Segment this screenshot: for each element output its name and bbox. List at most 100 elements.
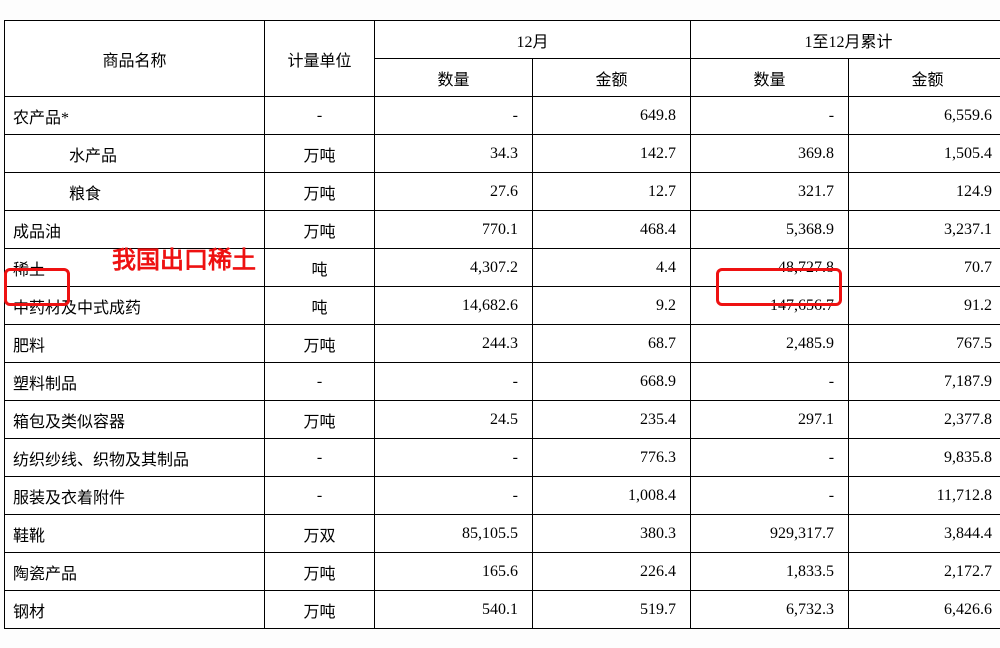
cell-dec-qty: 165.6 <box>375 553 533 591</box>
cell-ytd-amt: 3,844.4 <box>849 515 1000 553</box>
cell-dec-qty: 14,682.6 <box>375 287 533 325</box>
cell-ytd-amt: 91.2 <box>849 287 1000 325</box>
cell-ytd-amt: 7,187.9 <box>849 363 1000 401</box>
cell-dec-qty: 34.3 <box>375 135 533 173</box>
cell-unit: 万吨 <box>265 553 375 591</box>
cell-dec-qty: - <box>375 363 533 401</box>
cell-unit: 吨 <box>265 287 375 325</box>
cell-unit: 万吨 <box>265 173 375 211</box>
cell-ytd-qty: 147,656.7 <box>691 287 849 325</box>
th-ytd: 1至12月累计 <box>691 21 1000 59</box>
cell-dec-amt: 776.3 <box>533 439 691 477</box>
cell-name: 粮食 <box>5 173 265 211</box>
cell-ytd-qty: 1,833.5 <box>691 553 849 591</box>
cell-dec-amt: 668.9 <box>533 363 691 401</box>
th-unit: 计量单位 <box>265 21 375 97</box>
cell-dec-amt: 4.4 <box>533 249 691 287</box>
cell-unit: - <box>265 97 375 135</box>
cell-dec-qty: 85,105.5 <box>375 515 533 553</box>
cell-dec-amt: 468.4 <box>533 211 691 249</box>
cell-ytd-amt: 9,835.8 <box>849 439 1000 477</box>
cell-name: 水产品 <box>5 135 265 173</box>
cell-name: 服装及衣着附件 <box>5 477 265 515</box>
table-row: 粮食万吨27.612.7321.7124.9 <box>5 173 1000 211</box>
th-name: 商品名称 <box>5 21 265 97</box>
cell-name: 中药材及中式成药 <box>5 287 265 325</box>
cell-dec-amt: 226.4 <box>533 553 691 591</box>
cell-ytd-qty: - <box>691 477 849 515</box>
cell-ytd-qty: - <box>691 439 849 477</box>
th-ytd-qty: 数量 <box>691 59 849 97</box>
table-row: 塑料制品--668.9-7,187.9 <box>5 363 1000 401</box>
table-row: 钢材万吨540.1519.76,732.36,426.6 <box>5 591 1000 629</box>
cell-unit: 万吨 <box>265 135 375 173</box>
table-row: 服装及衣着附件--1,008.4-11,712.8 <box>5 477 1000 515</box>
cell-ytd-qty: - <box>691 97 849 135</box>
cell-name: 陶瓷产品 <box>5 553 265 591</box>
cell-dec-qty: 770.1 <box>375 211 533 249</box>
cell-dec-qty: 244.3 <box>375 325 533 363</box>
cell-dec-qty: 540.1 <box>375 591 533 629</box>
cell-ytd-qty: 297.1 <box>691 401 849 439</box>
cell-name: 箱包及类似容器 <box>5 401 265 439</box>
cell-name: 塑料制品 <box>5 363 265 401</box>
cell-unit: 万双 <box>265 515 375 553</box>
table-wrap: 商品名称 计量单位 12月 1至12月累计 数量 金额 数量 金额 农产品*--… <box>4 20 996 629</box>
table-row: 纺织纱线、织物及其制品--776.3-9,835.8 <box>5 439 1000 477</box>
table-body: 农产品*--649.8-6,559.6水产品万吨34.3142.7369.81,… <box>5 97 1000 629</box>
table-row: 箱包及类似容器万吨24.5235.4297.12,377.8 <box>5 401 1000 439</box>
cell-unit: 万吨 <box>265 401 375 439</box>
cell-ytd-amt: 124.9 <box>849 173 1000 211</box>
th-ytd-amt: 金额 <box>849 59 1000 97</box>
cell-ytd-amt: 11,712.8 <box>849 477 1000 515</box>
cell-dec-qty: 24.5 <box>375 401 533 439</box>
cell-unit: 吨 <box>265 249 375 287</box>
cell-ytd-amt: 767.5 <box>849 325 1000 363</box>
cell-name: 纺织纱线、织物及其制品 <box>5 439 265 477</box>
cell-dec-amt: 12.7 <box>533 173 691 211</box>
table-head: 商品名称 计量单位 12月 1至12月累计 数量 金额 数量 金额 <box>5 21 1000 97</box>
cell-name: 稀土 <box>5 249 265 287</box>
cell-ytd-qty: - <box>691 363 849 401</box>
cell-ytd-qty: 2,485.9 <box>691 325 849 363</box>
cell-dec-amt: 649.8 <box>533 97 691 135</box>
cell-ytd-amt: 1,505.4 <box>849 135 1000 173</box>
cell-dec-amt: 1,008.4 <box>533 477 691 515</box>
export-table: 商品名称 计量单位 12月 1至12月累计 数量 金额 数量 金额 农产品*--… <box>4 20 1000 629</box>
cell-ytd-qty: 321.7 <box>691 173 849 211</box>
cell-ytd-qty: 369.8 <box>691 135 849 173</box>
cell-unit: - <box>265 477 375 515</box>
cell-name: 肥料 <box>5 325 265 363</box>
cell-unit: 万吨 <box>265 325 375 363</box>
th-dec: 12月 <box>375 21 691 59</box>
cell-name: 鞋靴 <box>5 515 265 553</box>
table-row: 鞋靴万双85,105.5380.3929,317.73,844.4 <box>5 515 1000 553</box>
cell-ytd-amt: 2,172.7 <box>849 553 1000 591</box>
cell-dec-qty: 27.6 <box>375 173 533 211</box>
table-row: 水产品万吨34.3142.7369.81,505.4 <box>5 135 1000 173</box>
cell-dec-amt: 380.3 <box>533 515 691 553</box>
cell-ytd-amt: 3,237.1 <box>849 211 1000 249</box>
cell-ytd-amt: 2,377.8 <box>849 401 1000 439</box>
th-dec-qty: 数量 <box>375 59 533 97</box>
cell-unit: - <box>265 439 375 477</box>
cell-ytd-qty: 6,732.3 <box>691 591 849 629</box>
cell-dec-amt: 9.2 <box>533 287 691 325</box>
cell-ytd-qty: 929,317.7 <box>691 515 849 553</box>
table-row: 肥料万吨244.368.72,485.9767.5 <box>5 325 1000 363</box>
cell-dec-amt: 142.7 <box>533 135 691 173</box>
cell-dec-amt: 519.7 <box>533 591 691 629</box>
cell-dec-amt: 68.7 <box>533 325 691 363</box>
cell-name: 钢材 <box>5 591 265 629</box>
cell-dec-qty: - <box>375 477 533 515</box>
cell-dec-qty: 4,307.2 <box>375 249 533 287</box>
cell-ytd-amt: 6,559.6 <box>849 97 1000 135</box>
table-row: 陶瓷产品万吨165.6226.41,833.52,172.7 <box>5 553 1000 591</box>
cell-unit: 万吨 <box>265 591 375 629</box>
table-row: 稀土吨4,307.24.448,727.870.7 <box>5 249 1000 287</box>
th-dec-amt: 金额 <box>533 59 691 97</box>
table-row: 中药材及中式成药吨14,682.69.2147,656.791.2 <box>5 287 1000 325</box>
cell-dec-qty: - <box>375 97 533 135</box>
cell-ytd-amt: 6,426.6 <box>849 591 1000 629</box>
cell-unit: - <box>265 363 375 401</box>
